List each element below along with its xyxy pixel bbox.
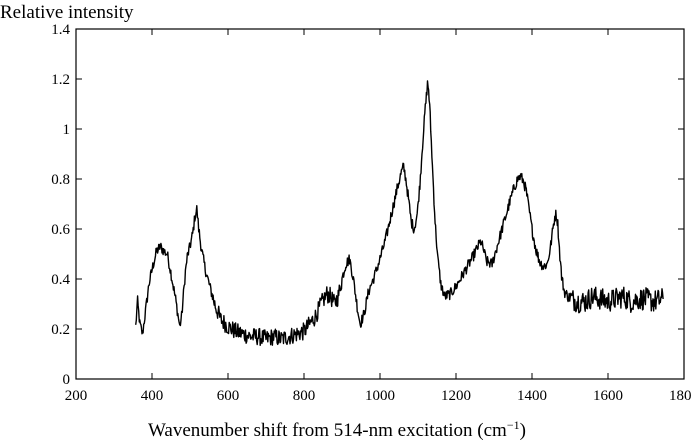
x-tick-label: 400 xyxy=(141,388,164,404)
y-tick-label: 1.2 xyxy=(51,72,70,88)
y-tick-label: 0.4 xyxy=(51,272,70,288)
y-tick-label: 0 xyxy=(63,372,71,388)
x-ticks: 200 400 600 800 1000 1200 1400 1600 1800 xyxy=(65,29,692,404)
plot-frame xyxy=(75,28,685,380)
y-tick-label: 0.2 xyxy=(51,322,70,338)
x-tick-label: 1200 xyxy=(441,388,471,404)
y-tick-label: 0.8 xyxy=(51,172,70,188)
spectrum-line xyxy=(135,80,664,346)
x-tick-label: 1400 xyxy=(517,388,547,404)
y-axis-label: Relative intensity xyxy=(0,2,134,23)
x-axis-label-sup: −1 xyxy=(507,418,520,432)
y-tick-label: 1 xyxy=(63,122,71,138)
y-ticks: 0 0.2 0.4 0.6 0.8 1 1.2 1.4 xyxy=(51,22,684,388)
x-axis-label: Wavenumber shift from 514-nm excitation … xyxy=(148,418,526,440)
y-tick-label: 1.4 xyxy=(51,22,70,38)
y-tick-label: 0.6 xyxy=(51,222,70,238)
x-axis-label-main: Wavenumber shift from 514-nm excitation … xyxy=(148,420,507,440)
x-tick-label: 1000 xyxy=(365,388,395,404)
x-axis-label-close: ) xyxy=(520,420,526,440)
x-tick-label: 1600 xyxy=(593,388,623,404)
x-tick-label: 1800 xyxy=(669,388,692,404)
x-tick-label: 600 xyxy=(217,388,240,404)
x-tick-label: 800 xyxy=(293,388,316,404)
x-tick-label: 200 xyxy=(65,388,88,404)
